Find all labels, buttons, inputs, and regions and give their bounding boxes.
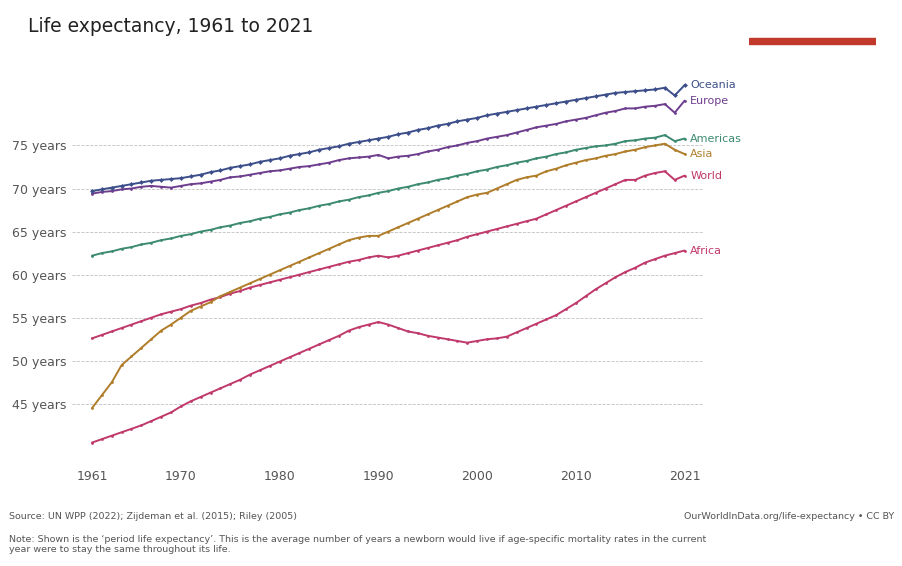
Text: Source: UN WPP (2022); Zijdeman et al. (2015); Riley (2005): Source: UN WPP (2022); Zijdeman et al. (… <box>9 512 297 521</box>
Text: Note: Shown is the ‘period life expectancy’. This is the average number of years: Note: Shown is the ‘period life expectan… <box>9 535 705 554</box>
Text: Africa: Africa <box>689 246 722 255</box>
Text: in Data: in Data <box>794 49 830 58</box>
Text: Asia: Asia <box>689 149 713 159</box>
Text: Americas: Americas <box>689 134 741 144</box>
Text: Europe: Europe <box>689 96 729 106</box>
Text: Oceania: Oceania <box>689 80 735 90</box>
Text: OurWorldInData.org/life-expectancy • CC BY: OurWorldInData.org/life-expectancy • CC … <box>683 512 893 521</box>
Text: Our World: Our World <box>786 22 838 31</box>
Bar <box>749 38 875 44</box>
Text: Life expectancy, 1961 to 2021: Life expectancy, 1961 to 2021 <box>28 17 313 36</box>
Text: World: World <box>689 170 722 181</box>
